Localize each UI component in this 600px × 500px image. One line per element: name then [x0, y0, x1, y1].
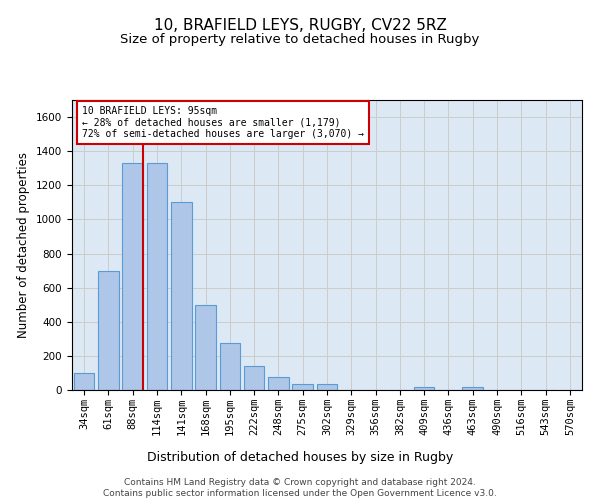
- Bar: [98, 270, 119, 390]
- Bar: [195, 304, 216, 390]
- Bar: [74, 373, 94, 390]
- Bar: [268, 377, 289, 390]
- Bar: [244, 366, 265, 390]
- Text: 10, BRAFIELD LEYS, RUGBY, CV22 5RZ: 10, BRAFIELD LEYS, RUGBY, CV22 5RZ: [154, 18, 446, 32]
- Bar: [220, 343, 240, 390]
- Text: 10 BRAFIELD LEYS: 95sqm
← 28% of detached houses are smaller (1,179)
72% of semi: 10 BRAFIELD LEYS: 95sqm ← 28% of detache…: [82, 106, 364, 139]
- Y-axis label: Number of detached properties: Number of detached properties: [17, 152, 31, 338]
- Bar: [463, 386, 483, 390]
- Bar: [146, 163, 167, 390]
- Bar: [171, 202, 191, 390]
- Text: Size of property relative to detached houses in Rugby: Size of property relative to detached ho…: [121, 32, 479, 46]
- Bar: [414, 388, 434, 390]
- Text: Distribution of detached houses by size in Rugby: Distribution of detached houses by size …: [147, 451, 453, 464]
- Text: Contains HM Land Registry data © Crown copyright and database right 2024.
Contai: Contains HM Land Registry data © Crown c…: [103, 478, 497, 498]
- Bar: [317, 384, 337, 390]
- Bar: [122, 163, 143, 390]
- Bar: [292, 384, 313, 390]
